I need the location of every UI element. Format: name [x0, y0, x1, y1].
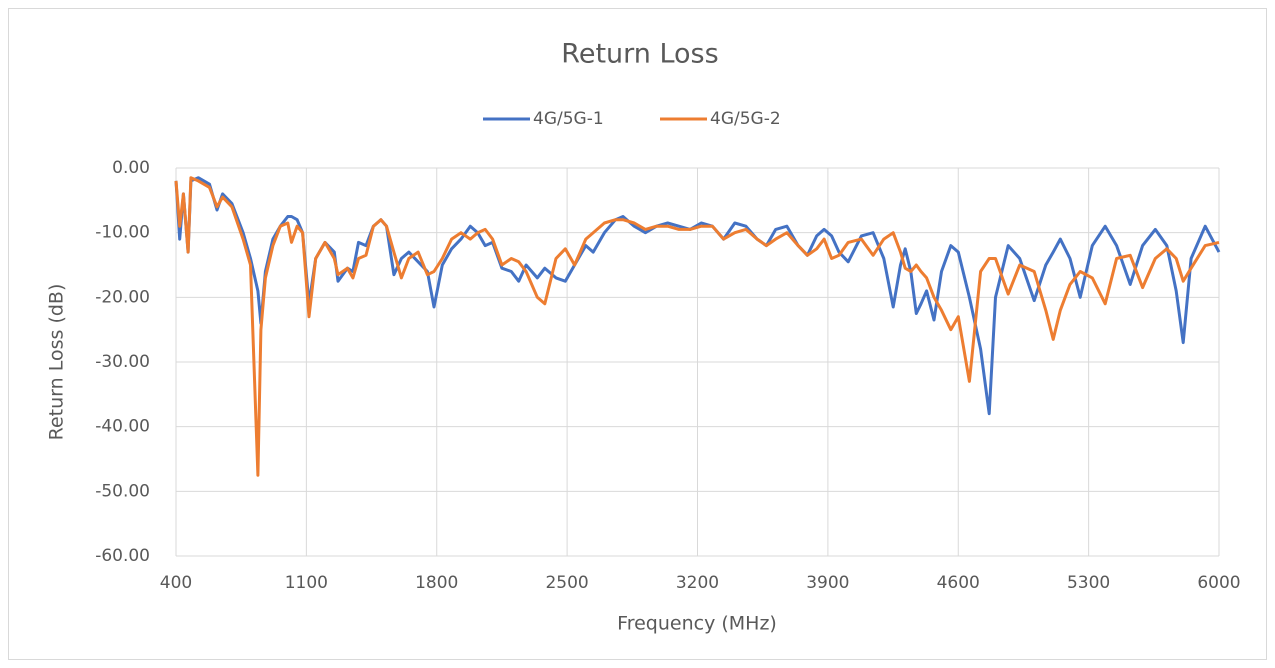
- series-line: [174, 176, 1220, 477]
- x-tick-label: 2500: [545, 573, 588, 593]
- x-tick-label: 3200: [676, 573, 719, 593]
- x-tick-label: 5300: [1067, 573, 1110, 593]
- x-tick-label: 1800: [415, 573, 458, 593]
- y-tick-label: -60.00: [95, 546, 150, 566]
- x-axis-label: Frequency (MHz): [617, 613, 777, 635]
- y-tick-label: -30.00: [95, 352, 150, 372]
- x-tick-label: 4600: [937, 573, 980, 593]
- x-tick-label: 1100: [285, 573, 328, 593]
- y-tick-label: -10.00: [95, 223, 150, 243]
- legend-label: 4G/5G-1: [533, 109, 604, 129]
- y-tick-label: -50.00: [95, 481, 150, 501]
- legend-label: 4G/5G-2: [710, 109, 781, 129]
- y-tick-label: -40.00: [95, 417, 150, 437]
- y-tick-label: -20.00: [95, 287, 150, 307]
- x-tick-label: 3900: [806, 573, 849, 593]
- chart-title: Return Loss: [561, 39, 718, 70]
- x-tick-label: 400: [160, 573, 192, 593]
- x-tick-label: 6000: [1197, 573, 1240, 593]
- y-axis-label: Return Loss (dB): [46, 284, 68, 441]
- chart-frame: [8, 8, 1267, 660]
- y-tick-label: 0.00: [112, 158, 150, 178]
